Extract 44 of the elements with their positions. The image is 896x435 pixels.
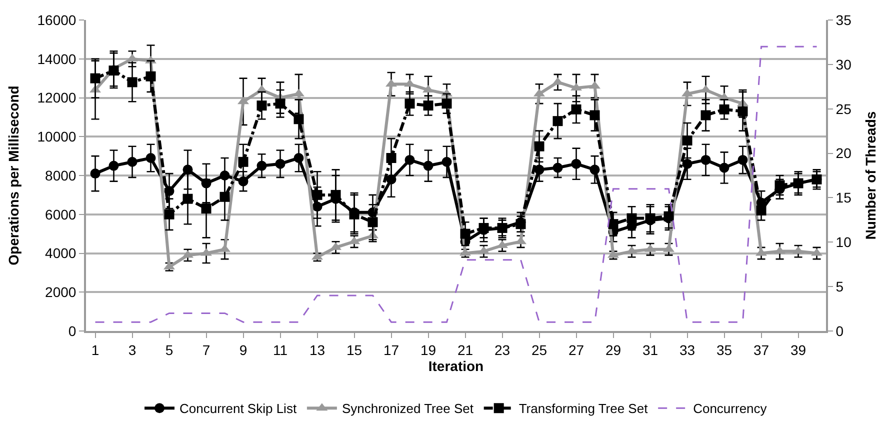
y-tick-label: 10000 [37,128,76,145]
y-tick-label: 14000 [37,50,76,67]
x-axis-title: Iteration [428,358,484,374]
x-tick-label: 23 [494,342,510,358]
x-tick-label: 35 [716,342,732,358]
x-tick-label: 29 [605,342,622,358]
legend-label: Concurrency [693,401,768,416]
x-tick-label: 27 [568,342,584,358]
x-tick-label: 5 [165,342,174,358]
y2-tick-label: 15 [836,190,852,206]
x-tick-label: 21 [457,342,474,358]
y2-tick-label: 20 [836,145,852,162]
y-tick-label: 0 [68,322,76,339]
x-tick-label: 7 [202,342,210,358]
y-axis-title: Operations per Millisecond [5,86,22,266]
x-tick-label: 19 [420,342,436,358]
x-tick-label: 3 [128,342,136,358]
x-tick-label: 31 [642,342,658,358]
y-tick-label: 6000 [45,206,76,222]
y2-tick-label: 35 [836,12,852,28]
x-tick-label: 11 [272,342,288,358]
y-tick-label: 16000 [37,12,76,28]
y-tick-label: 8000 [45,167,76,184]
x-tick-label: 37 [753,342,770,358]
y2-tick-label: 5 [836,278,844,294]
x-tick-label: 17 [383,342,400,358]
y-tick-label: 4000 [45,245,76,262]
legend-label: Synchronized Tree Set [342,401,474,416]
legend-label: Transforming Tree Set [518,401,648,416]
x-tick-label: 25 [531,342,548,358]
x-tick-label: 15 [346,342,362,358]
y-tick-label: 12000 [37,90,76,106]
y-tick-label: 2000 [45,284,76,300]
x-tick-label: 33 [679,342,696,358]
y2-tick-label: 10 [836,234,852,250]
y2-tick-label: 0 [836,322,844,339]
x-tick-label: 13 [309,342,326,358]
x-tick-label: 1 [91,342,100,358]
y2-tick-label: 30 [836,56,852,72]
x-tick-label: 39 [790,342,806,358]
y2-tick-label: 25 [836,100,852,117]
x-tick-label: 9 [239,342,248,358]
y2-axis-title: Number of Threads [862,111,878,240]
legend-label: Concurrent Skip List [180,401,297,416]
